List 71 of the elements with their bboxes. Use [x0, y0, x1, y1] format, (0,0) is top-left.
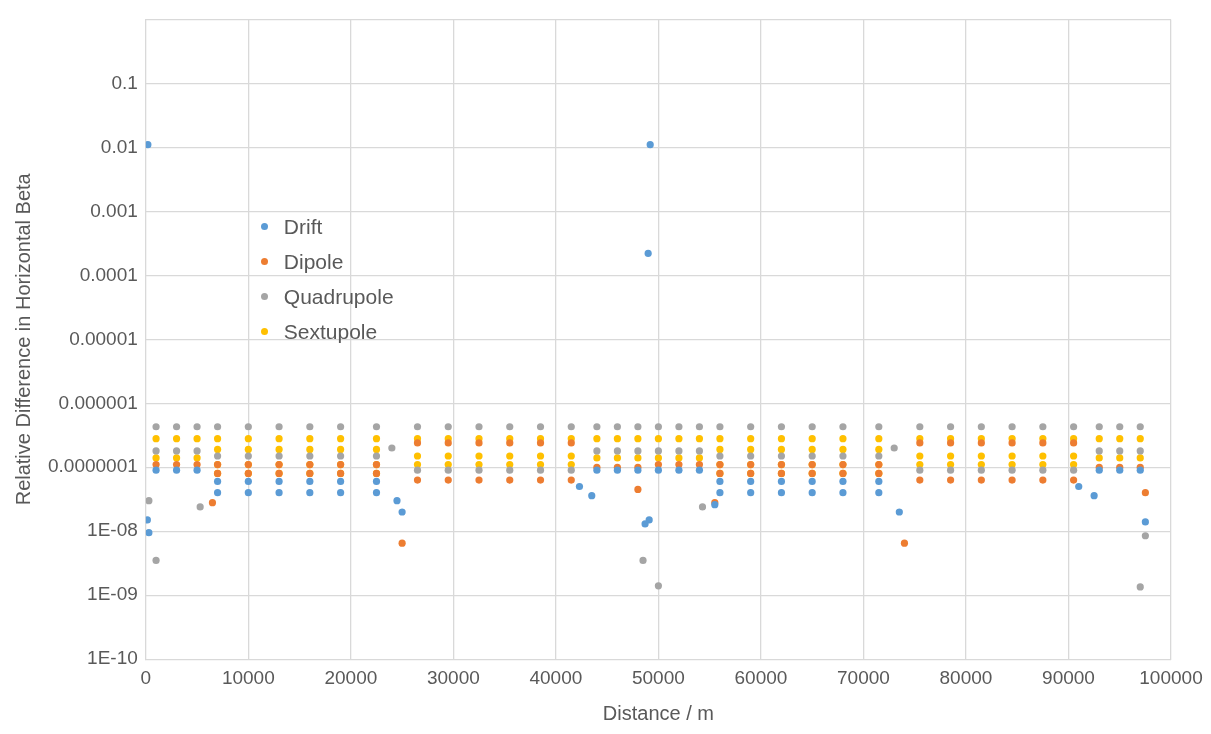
point	[337, 477, 345, 486]
legend-label: Dipole	[283, 249, 344, 276]
point	[716, 489, 724, 497]
point	[337, 489, 345, 497]
point	[244, 489, 252, 497]
point	[275, 477, 283, 486]
x-tick-label: 40000	[529, 666, 583, 688]
point	[145, 516, 151, 524]
point	[306, 489, 314, 497]
point	[716, 477, 724, 486]
point	[306, 477, 314, 486]
point	[213, 489, 222, 497]
x-tick-label: 80000	[939, 666, 993, 688]
point	[145, 529, 153, 537]
point	[275, 489, 283, 497]
x-tick-label: 100000	[1139, 666, 1203, 688]
point	[875, 489, 883, 497]
y-tick-label: 1E-09	[87, 583, 138, 605]
point	[172, 466, 181, 474]
point	[777, 477, 786, 486]
point	[895, 508, 903, 516]
point	[152, 466, 160, 474]
y-tick-label: 0.0001	[79, 263, 138, 285]
x-tick-label: 90000	[1042, 666, 1095, 688]
y-tick-label: 0.001	[90, 199, 138, 221]
y-tick-label: 0.00001	[69, 327, 138, 349]
point	[654, 466, 663, 474]
x-tick-label: 70000	[837, 666, 890, 688]
y-tick-label: 0.000001	[58, 391, 138, 413]
point	[393, 497, 401, 505]
point	[747, 489, 755, 497]
point	[145, 141, 152, 149]
point	[588, 492, 596, 500]
point	[1141, 518, 1149, 526]
point	[1075, 482, 1083, 491]
point	[244, 477, 252, 486]
y-tick-label: 0.01	[100, 135, 138, 157]
point	[372, 489, 381, 497]
point	[575, 482, 584, 491]
legend-label: Sextupole	[283, 319, 378, 346]
point	[839, 477, 847, 486]
y-tick-label: 1E-08	[87, 519, 138, 541]
x-tick-label: 50000	[631, 666, 685, 688]
x-tick-label: 10000	[221, 666, 275, 688]
point	[777, 489, 786, 497]
point	[1090, 492, 1098, 500]
point	[213, 477, 222, 486]
point	[839, 489, 847, 497]
point	[875, 477, 883, 486]
y-tick-label: 0.1	[111, 71, 138, 93]
x-tick-label: 60000	[734, 666, 788, 688]
point	[675, 466, 683, 474]
y-tick-label: 1E-10	[87, 647, 138, 669]
x-axis-title: Distance / m	[602, 701, 714, 724]
point	[808, 477, 816, 486]
point	[645, 516, 653, 524]
x-tick-label: 30000	[426, 666, 480, 688]
x-tick-label: 20000	[324, 666, 378, 688]
point	[646, 141, 654, 149]
point	[644, 249, 652, 258]
legend-label: Drift	[283, 214, 323, 241]
point	[398, 508, 406, 516]
y-axis-title: Relative Difference in Horizontal Beta	[11, 172, 34, 506]
point	[372, 477, 381, 486]
point	[193, 466, 201, 474]
point	[695, 466, 704, 474]
point	[747, 477, 755, 486]
y-tick-label: 0.0000001	[47, 455, 138, 477]
point	[808, 489, 816, 497]
x-tick-label: 0	[140, 666, 152, 688]
legend-label: Quadrupole	[283, 284, 394, 311]
